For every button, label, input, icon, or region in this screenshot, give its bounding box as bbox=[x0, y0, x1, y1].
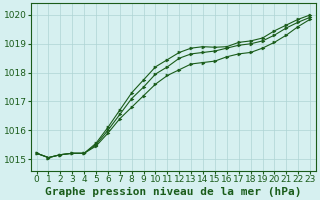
X-axis label: Graphe pression niveau de la mer (hPa): Graphe pression niveau de la mer (hPa) bbox=[45, 186, 301, 197]
